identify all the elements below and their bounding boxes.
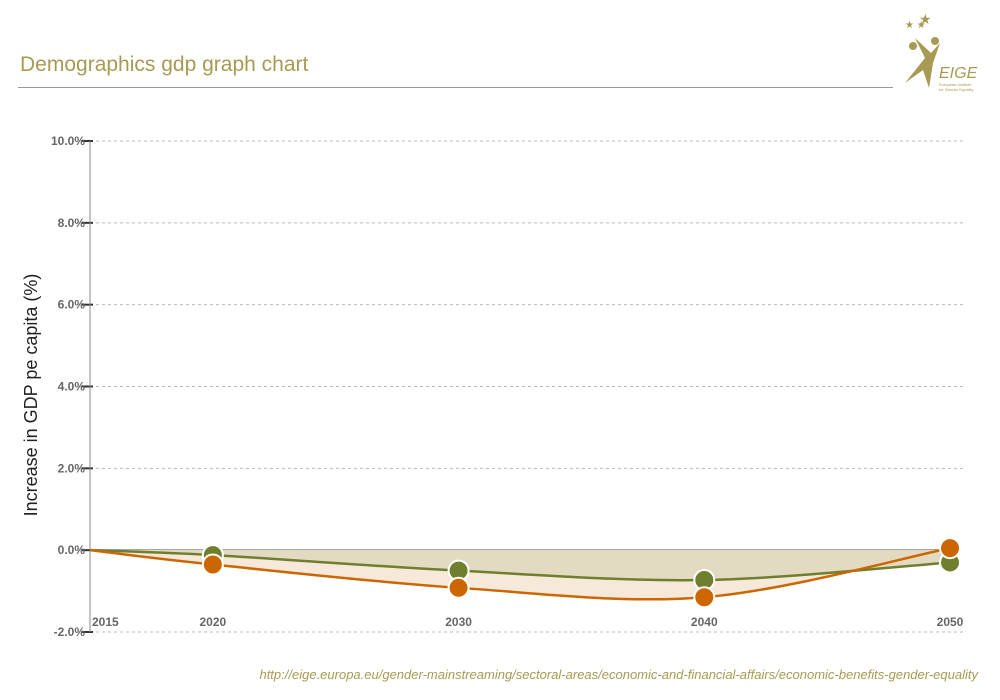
eige-logo: ★ ★ ★ EIGE European Institute for Gender… (905, 11, 978, 92)
y-tick-label: 2.0% (58, 461, 86, 475)
series-line (89, 548, 951, 582)
data-point (693, 586, 716, 609)
series-line (89, 546, 951, 601)
x-tick-label: 2040 (691, 615, 718, 629)
x-tick-label: 2050 (937, 615, 964, 629)
source-link[interactable]: http://eige.europa.eu/gender-mainstreami… (259, 667, 978, 682)
data-point (201, 553, 224, 576)
title-divider (18, 87, 893, 88)
svg-text:★ ★: ★ ★ (905, 20, 926, 31)
y-tick-label: -2.0% (54, 625, 86, 639)
data-point (447, 576, 470, 599)
data-point (939, 537, 961, 560)
y-axis-label: Increase in GDP pe capita (%) (21, 274, 41, 517)
x-tick-label: 2030 (445, 615, 472, 629)
page-title: Demographics gdp graph chart (20, 53, 309, 76)
y-tick-label: 4.0% (58, 380, 86, 394)
y-tick-label: 10.0% (51, 134, 85, 148)
x-tick-label: 2020 (200, 615, 227, 629)
series-area (90, 550, 950, 581)
logo-text: EIGE (939, 65, 978, 82)
svg-text:European Institute: European Institute (939, 82, 972, 87)
y-tick-label: 6.0% (58, 298, 86, 312)
svg-text:★: ★ (919, 11, 932, 27)
y-tick-label: 0.0% (58, 543, 86, 557)
x-tick-label: 2015 (92, 615, 119, 629)
y-tick-label: 8.0% (58, 216, 86, 230)
svg-text:for Gender Equality: for Gender Equality (939, 87, 973, 92)
